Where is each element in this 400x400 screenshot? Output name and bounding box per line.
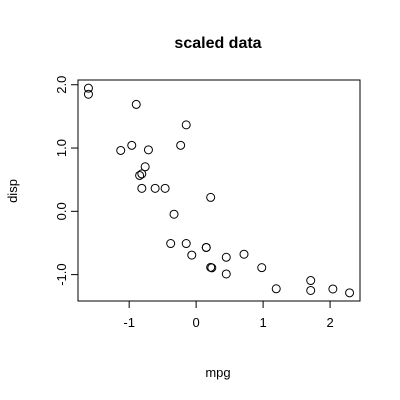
chart-title: scaled data	[174, 35, 261, 52]
point	[181, 239, 191, 249]
point	[143, 145, 153, 155]
point	[83, 89, 93, 99]
point	[116, 145, 126, 155]
x-tick-label: 0	[193, 315, 200, 330]
x-axis-label: mpg	[205, 365, 230, 380]
point	[181, 120, 191, 130]
y-tick-label: 2.0	[54, 76, 69, 94]
point	[135, 170, 145, 180]
point	[221, 269, 231, 279]
point	[127, 140, 137, 150]
point	[345, 288, 355, 298]
point	[271, 284, 281, 294]
point	[221, 252, 231, 262]
point	[137, 169, 147, 179]
y-tick-label: 1.0	[54, 139, 69, 157]
point	[239, 249, 249, 259]
point	[160, 183, 170, 193]
y-axis-label: disp	[5, 179, 20, 203]
point	[206, 192, 216, 202]
point	[328, 284, 338, 294]
point	[169, 209, 179, 219]
plot-frame	[77, 79, 361, 302]
point	[140, 162, 150, 172]
point	[306, 285, 316, 295]
x-tick-label: -1	[123, 315, 135, 330]
point	[137, 183, 147, 193]
point	[201, 242, 211, 252]
point	[150, 183, 160, 193]
x-tick-label: 1	[259, 315, 266, 330]
point	[166, 239, 176, 249]
y-tick-label: -1.0	[54, 263, 69, 285]
y-tick-label: 0.0	[54, 202, 69, 220]
point	[131, 99, 141, 109]
point	[187, 250, 197, 260]
point	[206, 262, 216, 272]
x-tick-label: 2	[326, 315, 333, 330]
point	[176, 140, 186, 150]
point	[306, 276, 316, 286]
point	[83, 83, 93, 93]
point	[257, 263, 267, 273]
